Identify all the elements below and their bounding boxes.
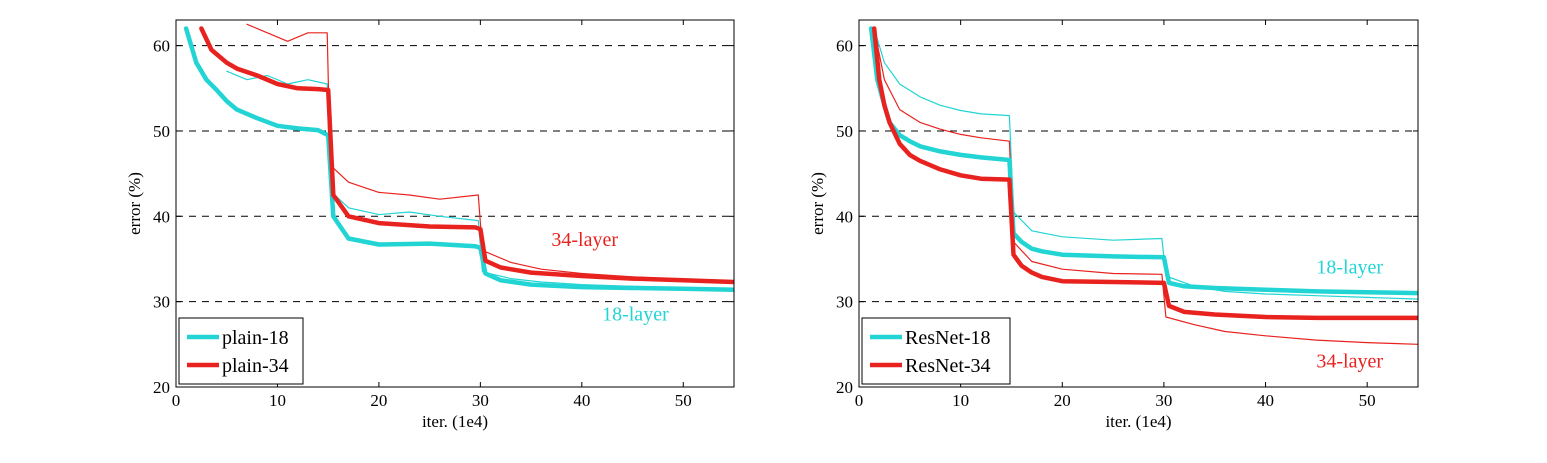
- legend-label: plain-34: [222, 355, 289, 377]
- x-tick-label: 10: [952, 391, 969, 410]
- y-tick-label: 40: [153, 207, 170, 226]
- y-axis-label: error (%): [808, 172, 827, 235]
- x-tick-label: 10: [269, 391, 286, 410]
- legend: plain-18 plain-34: [178, 317, 304, 385]
- y-tick-label: 60: [836, 37, 853, 56]
- x-tick-label: 50: [675, 391, 692, 410]
- y-axis-label: error (%): [125, 172, 144, 235]
- series-line-plain-34: [199, 26, 734, 285]
- x-tick-label: 0: [855, 391, 864, 410]
- x-tick-label: 30: [1155, 391, 1172, 410]
- y-tick-label: 40: [836, 207, 853, 226]
- x-tick-label: 20: [370, 391, 387, 410]
- legend: ResNet-18 ResNet-34: [861, 317, 1011, 385]
- chart-panel-1: 0 10 20 30 40 50 20 30 40 50 60 iter. (1e4) error (%…: [125, 19, 735, 431]
- legend-label: ResNet-34: [905, 355, 991, 377]
- series-line-resnet-18: [868, 26, 1418, 296]
- chart-panel-2: 0 10 20 30 40 50 20 30 40 50 60 iter. (1e4) error (%…: [808, 19, 1419, 431]
- plot-area: [183, 23, 734, 292]
- plot-area: [868, 26, 1418, 345]
- series-line-plain-34-train: [246, 23, 734, 282]
- series-line-resnet-34-train: [873, 27, 1418, 345]
- annotation-label: 34-layer: [551, 229, 618, 251]
- x-axis-label: iter. (1e4): [1105, 412, 1171, 431]
- x-tick-label: 40: [1257, 391, 1274, 410]
- y-tick-label: 50: [153, 122, 170, 141]
- y-tick-label: 30: [153, 293, 170, 312]
- legend-label: plain-18: [222, 327, 289, 349]
- annotation-label: 34-layer: [1316, 350, 1383, 372]
- y-tick-label: 50: [836, 122, 853, 141]
- annotation-label: 18-layer: [1316, 256, 1383, 278]
- x-tick-label: 0: [172, 391, 181, 410]
- legend-box: [861, 317, 1011, 385]
- x-tick-label: 30: [472, 391, 489, 410]
- x-axis-label: iter. (1e4): [422, 412, 488, 431]
- series-line-resnet-34: [871, 26, 1418, 321]
- annotation-label: 18-layer: [602, 303, 669, 325]
- legend-box: [178, 317, 304, 385]
- y-tick-label: 60: [153, 37, 170, 56]
- y-tick-label: 20: [153, 378, 170, 397]
- axes-frame: [858, 19, 1419, 388]
- x-tick-label: 40: [573, 391, 590, 410]
- x-tick-label: 20: [1054, 391, 1071, 410]
- series-line-plain-18: [183, 26, 734, 292]
- x-tick-label: 50: [1359, 391, 1376, 410]
- axes-frame: [175, 19, 735, 388]
- series-line-resnet-18-train: [873, 27, 1418, 300]
- y-tick-label: 20: [836, 378, 853, 397]
- legend-label: ResNet-18: [905, 327, 991, 349]
- y-tick-label: 30: [836, 293, 853, 312]
